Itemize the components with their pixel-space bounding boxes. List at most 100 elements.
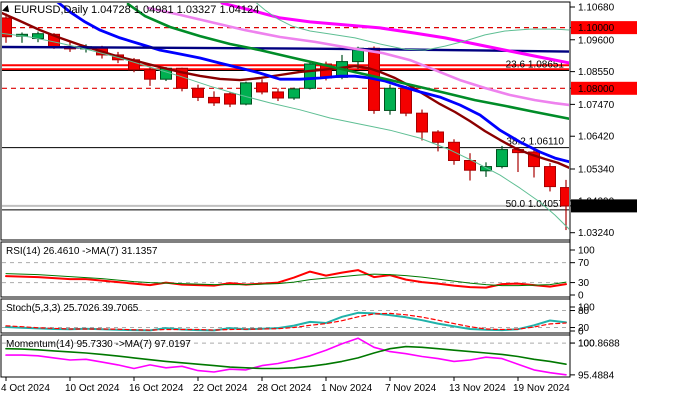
rsi-axis-label: 0: [578, 291, 584, 302]
candle-body: [224, 93, 236, 105]
stoch-label: Stoch(5,3,3) 25.7026 39.7065: [6, 303, 139, 314]
rsi-ma: [5, 273, 567, 287]
candle-body: [400, 87, 412, 114]
stoch-signal: [5, 312, 567, 331]
date-label: 10 Oct 2024: [65, 383, 120, 394]
price-badge-label: 1.08000: [578, 84, 615, 95]
momentum-panel[interactable]: [0, 334, 571, 378]
price-badge-label: 1.04124: [578, 201, 615, 212]
momentum-axis-label: 100.8688: [578, 339, 620, 350]
candle-body: [256, 82, 268, 93]
date-label: 22 Oct 2024: [193, 383, 248, 394]
date-label: 13 Nov 2024: [449, 383, 506, 394]
date-label: 7 Nov 2024: [385, 383, 437, 394]
candle-body: [288, 88, 300, 99]
rsi-label: RSI(14) 26.4610 ->MA(7) 31.1357: [6, 246, 158, 257]
stoch-axis-label: 20: [578, 323, 590, 334]
momentum-ma: [5, 345, 567, 370]
candle-body: [2, 17, 12, 38]
candle-body: [272, 91, 284, 99]
momentum-plot: [2, 337, 569, 376]
rsi-axis-label: 70: [578, 258, 590, 269]
time-axis[interactable]: 4 Oct 2024 10 Oct 2024 16 Oct 2024 22 Oct 2…: [1, 377, 570, 394]
candle: [480, 162, 492, 177]
date-label: 1 Nov 2024: [321, 383, 373, 394]
candle: [2, 13, 12, 43]
price-badge-red: [571, 21, 637, 35]
price-tick-label: 1.07470: [578, 100, 615, 111]
date-label: 19 Nov 2024: [513, 383, 570, 394]
rsi-plot: [2, 262, 569, 289]
price-badge-label: 1.10000: [578, 23, 615, 34]
candle: [528, 148, 540, 178]
candle: [464, 153, 476, 181]
candle: [400, 85, 412, 117]
candle-body: [432, 131, 444, 143]
price-tick-label: 1.05340: [578, 164, 615, 175]
momentum-main: [5, 337, 567, 376]
price-tick-label: 1.09600: [578, 35, 615, 46]
stoch-axis-label: 80: [578, 306, 590, 317]
ma-mid-blue: [56, 3, 569, 164]
date-label: 16 Oct 2024: [129, 383, 184, 394]
main-chart[interactable]: 23.6 1.08651 38.2 1.06110 50.0 1.04057: [0, 0, 572, 231]
candle: [416, 109, 428, 141]
rsi-axis-label: 30: [578, 278, 590, 289]
candle: [288, 87, 300, 100]
candle-body: [464, 160, 476, 171]
candle-body: [496, 149, 508, 168]
main-chart-panel[interactable]: [0, 1, 571, 241]
momentum-axis-label: 100: [578, 339, 595, 350]
candle: [544, 162, 556, 192]
candle: [496, 145, 508, 169]
candle: [432, 130, 444, 152]
candle: [560, 179, 569, 231]
candle-body: [192, 87, 204, 98]
stoch-axis-label: 0: [578, 327, 584, 338]
candle-body: [528, 151, 540, 168]
price-tick-label: 1.08550: [578, 67, 615, 78]
rsi-main: [5, 269, 567, 289]
candle-body: [240, 82, 252, 105]
fib-level-label: 50.0 1.04057: [506, 199, 565, 210]
fib-level-label: 23.6 1.08651: [506, 60, 565, 71]
candle-body: [304, 63, 316, 89]
candle: [304, 62, 316, 90]
candle-body: [384, 87, 396, 111]
stoch-axis-label: 100: [578, 303, 595, 314]
candle-body: [144, 69, 156, 80]
candle: [224, 91, 236, 108]
price-badge-black: [571, 199, 637, 213]
price-tick-label: 1.06420: [578, 132, 615, 143]
candle: [192, 84, 204, 102]
candle: [240, 81, 252, 106]
candle: [144, 66, 156, 86]
price-tick-label: 1.10680: [578, 3, 615, 14]
price-tick-label: 1.03240: [578, 228, 615, 239]
date-label: 4 Oct 2024: [1, 383, 50, 394]
candle-body: [480, 166, 492, 172]
ma-green: [126, 3, 569, 121]
envelope-lower: [2, 32, 569, 230]
ma-fast-darkred: [2, 11, 569, 169]
candle-body: [560, 187, 569, 207]
ma-pink: [146, 6, 569, 107]
stoch-plot: [2, 310, 569, 332]
candle-body: [544, 166, 556, 188]
fib-level-label: 38.2 1.06110: [506, 137, 564, 148]
candle-body: [416, 112, 428, 133]
momentum-panel-content: Momentum(14) 95.7330 ->MA(7) 97.0197 100.…: [2, 337, 620, 381]
candle: [256, 79, 268, 95]
candle: [272, 88, 284, 102]
symbol-dropdown-icon[interactable]: [2, 5, 12, 15]
envelope-upper: [255, 3, 569, 51]
momentum-axis-label: 95.4884: [578, 370, 615, 381]
candle: [208, 91, 220, 106]
date-label: 28 Oct 2024: [257, 383, 312, 394]
momentum-label: Momentum(14) 95.7330 ->MA(7) 97.0197: [6, 339, 191, 350]
